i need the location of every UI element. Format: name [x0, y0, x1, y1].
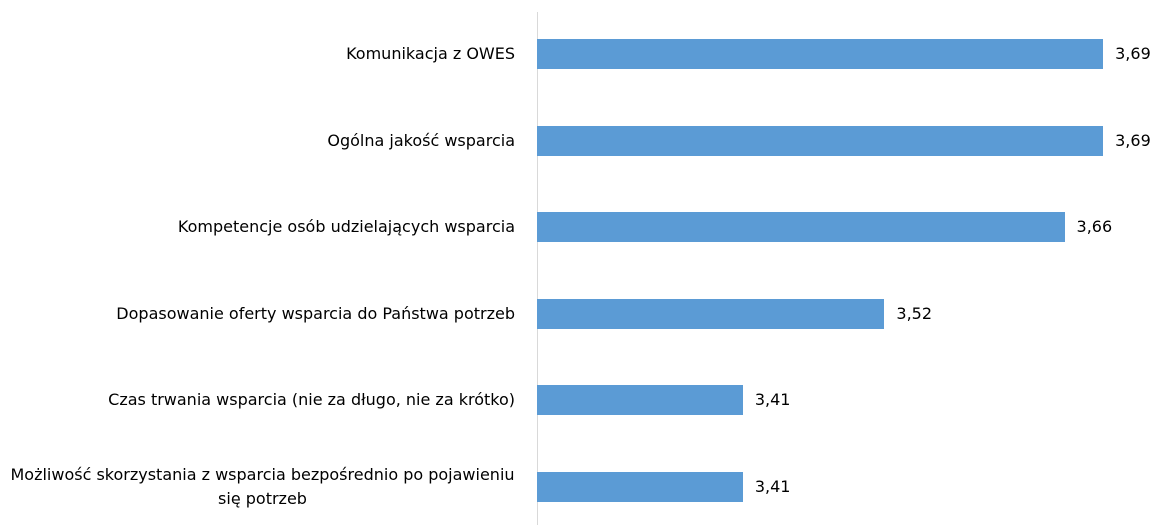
data-label: 3,41	[754, 476, 791, 496]
axis-line	[537, 12, 538, 525]
y-tick-label-wrap: Komunikacja z OWES	[0, 42, 515, 66]
data-label: 3,41	[754, 390, 791, 410]
bar	[537, 471, 743, 502]
data-label: 3,69	[1115, 44, 1151, 64]
y-tick-label-wrap: Ogólna jakość wsparcia	[0, 129, 515, 153]
y-tick-label: Komunikacja z OWES	[346, 44, 515, 64]
bar	[537, 298, 885, 329]
y-tick-label-wrap: Dopasowanie oferty wsparcia do Państwa p…	[0, 302, 515, 326]
bar	[537, 385, 743, 416]
bar	[537, 212, 1065, 243]
y-tick-label: Możliwość skorzystania z wsparcia bezpoś…	[10, 464, 515, 508]
y-tick-label-wrap: Kompetencje osób udzielających wsparcia	[0, 215, 515, 239]
y-tick-label: Dopasowanie oferty wsparcia do Państwa p…	[116, 303, 515, 323]
data-label: 3,52	[896, 303, 933, 323]
y-tick-label: Ogólna jakość wsparcia	[327, 130, 515, 150]
bar	[537, 39, 1104, 70]
y-tick-label-wrap: Czas trwania wsparcia (nie za długo, nie…	[0, 388, 515, 412]
bar	[537, 125, 1104, 156]
data-label: 3,69	[1115, 130, 1151, 150]
y-tick-label-wrap: Możliwość skorzystania z wsparcia bezpoś…	[0, 463, 515, 511]
y-tick-label: Kompetencje osób udzielających wsparcia	[177, 217, 515, 237]
y-tick-label: Czas trwania wsparcia (nie za długo, nie…	[108, 390, 515, 410]
data-label: 3,66	[1076, 217, 1113, 237]
